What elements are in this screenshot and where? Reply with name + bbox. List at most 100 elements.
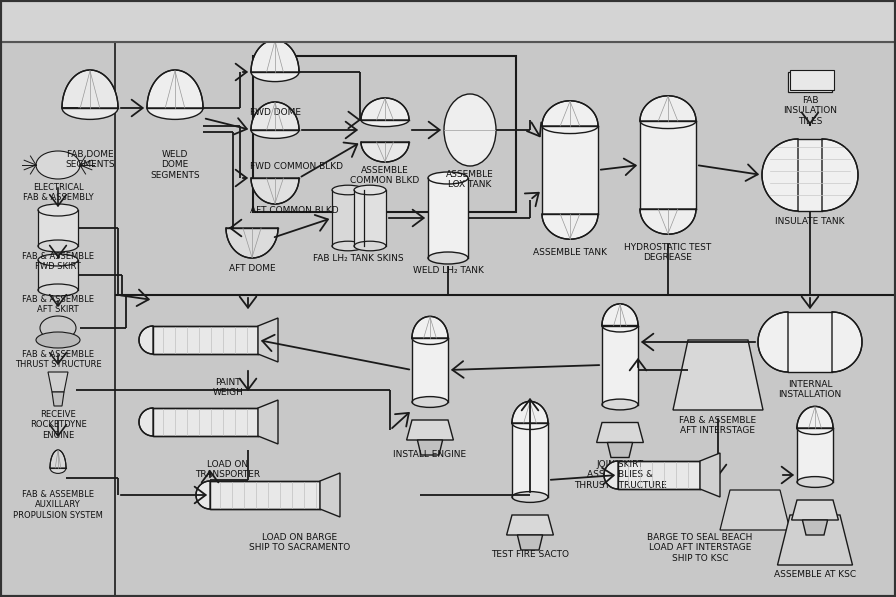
Ellipse shape <box>40 316 76 340</box>
Polygon shape <box>797 407 833 428</box>
Bar <box>602 325 638 405</box>
Polygon shape <box>517 535 543 550</box>
Ellipse shape <box>797 423 833 433</box>
Polygon shape <box>512 401 548 423</box>
Ellipse shape <box>36 332 80 348</box>
Polygon shape <box>48 372 68 392</box>
Ellipse shape <box>797 476 833 487</box>
Polygon shape <box>226 228 278 258</box>
Text: FAB
INSULATION
TILES: FAB INSULATION TILES <box>783 96 837 126</box>
Text: INTERNAL
INSTALLATION: INTERNAL INSTALLATION <box>779 380 841 399</box>
Ellipse shape <box>797 421 833 435</box>
Text: INSULATE TANK: INSULATE TANK <box>775 217 845 226</box>
Polygon shape <box>418 440 443 455</box>
Text: ELECTRICAL
FAB & ASSEMBLY: ELECTRICAL FAB & ASSEMBLY <box>22 183 93 202</box>
Bar <box>253 56 516 212</box>
Bar <box>332 190 364 246</box>
Polygon shape <box>251 102 299 130</box>
Ellipse shape <box>361 113 409 127</box>
Ellipse shape <box>428 172 468 184</box>
Bar <box>428 178 468 258</box>
Ellipse shape <box>640 113 696 128</box>
Bar <box>0 0 896 42</box>
Ellipse shape <box>38 204 78 216</box>
Polygon shape <box>50 450 66 468</box>
Ellipse shape <box>62 97 118 119</box>
Polygon shape <box>407 420 453 440</box>
Ellipse shape <box>412 331 448 344</box>
Bar <box>797 428 833 482</box>
Polygon shape <box>791 500 839 520</box>
Polygon shape <box>832 312 862 372</box>
Polygon shape <box>673 340 763 410</box>
Bar <box>542 126 598 214</box>
Text: FAB & ASSEMBLE
AFT SKIRT: FAB & ASSEMBLE AFT SKIRT <box>22 295 94 315</box>
Polygon shape <box>139 326 153 354</box>
Ellipse shape <box>428 252 468 264</box>
Text: FAB & ASSEMBLE
AFT INTERSTAGE: FAB & ASSEMBLE AFT INTERSTAGE <box>679 416 756 435</box>
Text: FWD DOME: FWD DOME <box>249 108 300 117</box>
Polygon shape <box>52 392 64 406</box>
Ellipse shape <box>251 63 299 82</box>
Polygon shape <box>258 318 278 362</box>
Bar <box>412 338 448 402</box>
Polygon shape <box>720 490 790 530</box>
Bar <box>512 423 548 497</box>
Polygon shape <box>147 70 203 108</box>
Ellipse shape <box>36 151 80 179</box>
Ellipse shape <box>354 185 386 195</box>
Ellipse shape <box>512 417 548 429</box>
Text: ASSEMBLE AT KSC: ASSEMBLE AT KSC <box>774 570 856 579</box>
Ellipse shape <box>38 254 78 266</box>
Polygon shape <box>778 515 852 565</box>
Ellipse shape <box>542 118 598 134</box>
Polygon shape <box>139 408 153 436</box>
Polygon shape <box>412 316 448 338</box>
Polygon shape <box>251 40 299 72</box>
Polygon shape <box>542 214 598 239</box>
Ellipse shape <box>251 122 299 139</box>
Ellipse shape <box>354 241 386 251</box>
Text: FAB DOME
SEGMENTS: FAB DOME SEGMENTS <box>65 150 115 170</box>
Polygon shape <box>803 520 828 535</box>
Text: ASSEMBLE TANK: ASSEMBLE TANK <box>533 248 607 257</box>
Polygon shape <box>640 209 696 234</box>
Ellipse shape <box>38 240 78 252</box>
Text: RECEIVE
ROCKETDYNE
ENGINE: RECEIVE ROCKETDYNE ENGINE <box>30 410 86 440</box>
Polygon shape <box>506 515 554 535</box>
Bar <box>153 326 258 354</box>
Polygon shape <box>758 312 788 372</box>
Ellipse shape <box>512 417 548 429</box>
Polygon shape <box>822 139 858 211</box>
Polygon shape <box>597 423 643 442</box>
Text: FAB LH₂ TANK SKINS: FAB LH₂ TANK SKINS <box>313 254 403 263</box>
Text: TEST FIRE SACTO: TEST FIRE SACTO <box>491 550 569 559</box>
Text: BARGE TO SEAL BEACH
LOAD AFT INTERSTAGE
SHIP TO KSC: BARGE TO SEAL BEACH LOAD AFT INTERSTAGE … <box>647 533 753 563</box>
Polygon shape <box>700 453 720 497</box>
Bar <box>210 481 320 509</box>
Ellipse shape <box>50 463 66 473</box>
Text: FAB & ASSEMBLE
FWD SKIRT: FAB & ASSEMBLE FWD SKIRT <box>22 252 94 272</box>
Polygon shape <box>607 442 633 457</box>
Text: ASSEMBLE
LOX TANK: ASSEMBLE LOX TANK <box>446 170 494 189</box>
Ellipse shape <box>444 94 496 166</box>
Bar <box>153 408 258 436</box>
Text: FWD COMMON BLKD: FWD COMMON BLKD <box>250 162 343 171</box>
Ellipse shape <box>412 396 448 407</box>
Text: HYDROSTATIC TEST
DEGREASE: HYDROSTATIC TEST DEGREASE <box>625 243 711 263</box>
Text: AFT DOME: AFT DOME <box>228 264 275 273</box>
Text: ASSEMBLE
COMMON BLKD: ASSEMBLE COMMON BLKD <box>350 166 419 186</box>
Ellipse shape <box>512 491 548 503</box>
Ellipse shape <box>602 320 638 331</box>
Ellipse shape <box>147 97 203 119</box>
Bar <box>38 210 78 246</box>
Text: WELD
DOME
SEGMENTS: WELD DOME SEGMENTS <box>151 150 200 180</box>
Bar <box>38 260 78 290</box>
Polygon shape <box>640 96 696 121</box>
Bar <box>640 121 696 209</box>
Text: FAB & ASSEMBLE
THRUST STRUCTURE: FAB & ASSEMBLE THRUST STRUCTURE <box>14 350 101 370</box>
Text: LOAD ON BARGE
SHIP TO SACRAMENTO: LOAD ON BARGE SHIP TO SACRAMENTO <box>249 533 350 552</box>
Polygon shape <box>320 473 340 517</box>
Polygon shape <box>251 178 299 204</box>
Polygon shape <box>258 400 278 444</box>
